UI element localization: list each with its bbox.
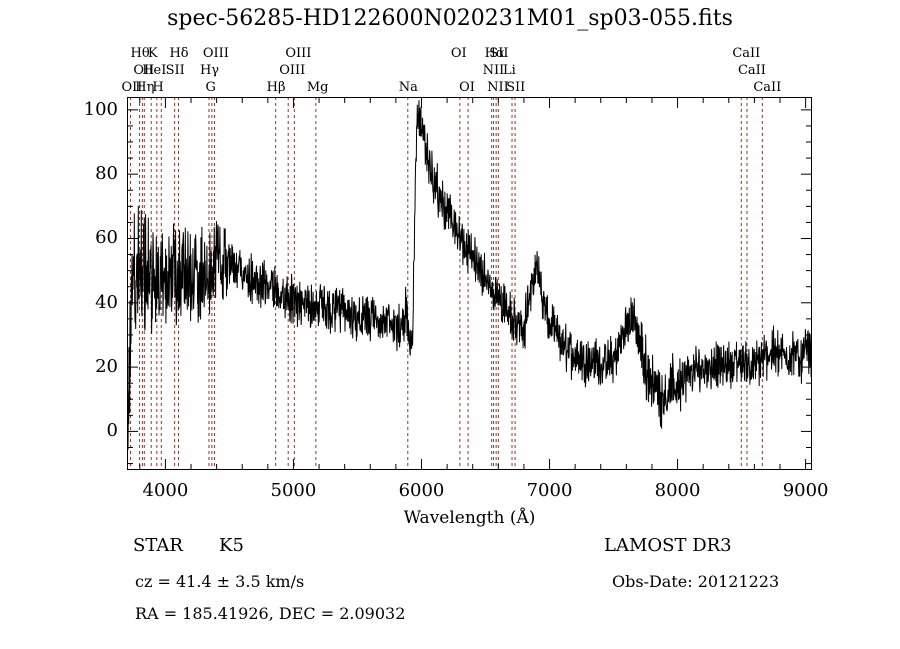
spectral-line-label: NII xyxy=(487,80,509,95)
spectrum-plot xyxy=(127,97,812,470)
plot-frame xyxy=(127,97,812,470)
spectral-line-label: SII xyxy=(506,80,526,95)
spectral-class: K5 xyxy=(219,535,244,556)
spectral-line-label: NII xyxy=(482,63,505,78)
spectral-line-label: OII xyxy=(133,63,155,78)
spectral-line-label: OI xyxy=(459,80,475,95)
spectral-line-label: Hα xyxy=(484,46,505,61)
x-tick-label: 5000 xyxy=(270,480,317,501)
spectral-line-label: OIII xyxy=(202,46,229,61)
spectral-line-label: SII xyxy=(489,46,509,61)
line-marker-group xyxy=(129,97,763,470)
y-tick-label: 40 xyxy=(95,291,118,313)
spectral-line-label: CaII xyxy=(732,46,761,61)
x-tick-label: 8000 xyxy=(654,480,701,501)
spectral-line-label: Na xyxy=(398,80,418,95)
obs-date: Obs-Date: 20121223 xyxy=(612,572,780,591)
spectral-line-label: OIII xyxy=(285,46,312,61)
spectral-line-label: SII xyxy=(165,63,185,78)
spectral-line-label: Hβ xyxy=(266,80,286,95)
object-type: STAR xyxy=(133,535,183,556)
y-tick-label: 60 xyxy=(95,227,118,249)
y-tick-label: 20 xyxy=(95,356,118,378)
page-title: spec-56285-HD122600N020231M01_sp03-055.f… xyxy=(167,6,733,31)
spectral-line-label: Hθ xyxy=(130,46,150,61)
spectral-line-label: HeI xyxy=(142,63,167,78)
spectrum-trace xyxy=(127,100,812,450)
spectral-line-label: CaII xyxy=(737,63,766,78)
spectral-line-label: OII xyxy=(121,80,143,95)
x-tick-label: 6000 xyxy=(398,480,445,501)
x-tick-label: 9000 xyxy=(782,480,829,501)
y-tick-label: 80 xyxy=(95,163,118,185)
x-tick-label: 4000 xyxy=(142,480,189,501)
spectral-line-label: G xyxy=(205,80,216,95)
spectral-line-label: OIII xyxy=(279,63,306,78)
plot-area xyxy=(127,97,812,470)
spectral-line-label: CaII xyxy=(753,80,782,95)
y-tick-label: 100 xyxy=(83,98,118,120)
cz-value: cz = 41.4 ± 3.5 km/s xyxy=(135,572,305,591)
spectral-line-label: Mg xyxy=(306,80,329,95)
x-tick-label: 7000 xyxy=(526,480,573,501)
spectral-line-label: Hγ xyxy=(199,63,220,78)
spectral-line-label: Hη xyxy=(135,80,155,95)
spectral-line-label: K xyxy=(147,46,158,61)
x-axis-title: Wavelength (Å) xyxy=(403,508,536,528)
spectral-line-label: Hδ xyxy=(169,46,189,61)
spectral-line-label: H xyxy=(152,80,164,95)
spectral-line-label: Li xyxy=(503,63,516,78)
coordinates: RA = 185.41926, DEC = 2.09032 xyxy=(135,604,406,623)
survey-label: LAMOST DR3 xyxy=(604,535,732,556)
y-tick-label: 0 xyxy=(106,420,118,442)
spectral-line-label: OI xyxy=(450,46,467,61)
